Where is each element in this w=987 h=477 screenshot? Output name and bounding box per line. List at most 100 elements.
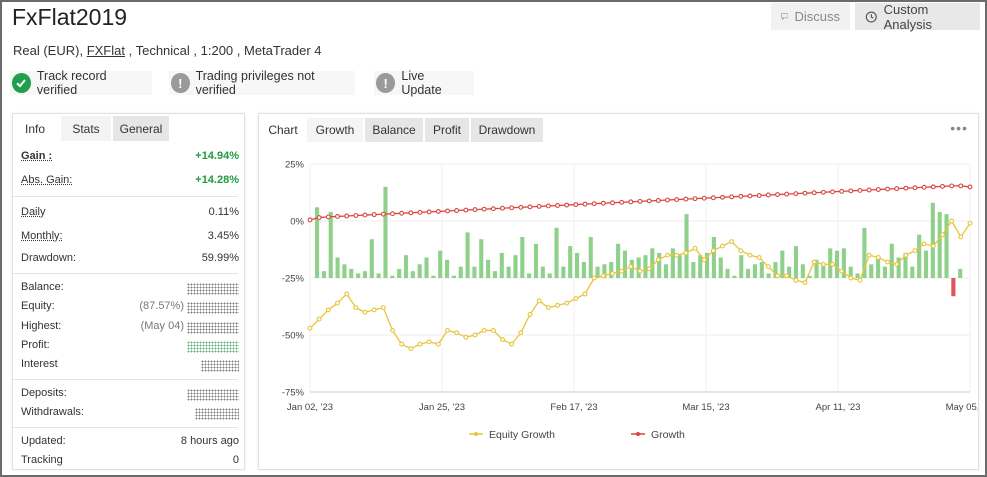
bar bbox=[568, 246, 573, 278]
equity-growth-point bbox=[481, 327, 487, 333]
growth-point bbox=[316, 215, 322, 221]
chart-bars bbox=[315, 186, 963, 297]
badge-label: Track record verified bbox=[36, 69, 107, 97]
updated-value: 8 hours ago bbox=[180, 435, 239, 447]
exclamation-icon: ! bbox=[171, 73, 190, 93]
bar bbox=[889, 243, 894, 278]
stats-panel: Info Stats General Gain : +14.94% Abs. G… bbox=[12, 113, 245, 470]
withdrawals-value-hidden bbox=[195, 408, 239, 420]
equity-growth-point bbox=[500, 337, 505, 343]
growth-point bbox=[701, 195, 707, 201]
profit-value-hidden bbox=[187, 341, 239, 353]
discuss-button[interactable]: Discuss bbox=[771, 3, 850, 30]
tab-stats[interactable]: Stats bbox=[61, 116, 111, 141]
monthly-label[interactable]: Monthly: bbox=[21, 230, 63, 242]
equity-growth-point bbox=[756, 255, 762, 260]
growth-point bbox=[857, 187, 863, 193]
bar bbox=[445, 259, 450, 278]
equity-growth-point bbox=[564, 300, 570, 306]
equity-growth-point bbox=[857, 277, 863, 283]
growth-point bbox=[582, 201, 588, 207]
badge-trading-privileges[interactable]: ! Trading privileges not verified bbox=[169, 69, 355, 97]
chart-lines bbox=[307, 183, 973, 352]
bar bbox=[609, 262, 614, 278]
equity-growth-point bbox=[545, 305, 551, 311]
bar bbox=[369, 239, 374, 278]
growth-point bbox=[903, 185, 909, 191]
gain-label[interactable]: Gain : bbox=[21, 150, 53, 162]
x-tick-label: Feb 17, '23 bbox=[550, 402, 597, 413]
growth-point bbox=[536, 203, 542, 209]
equity-growth-point bbox=[811, 259, 817, 265]
abs-gain-label[interactable]: Abs. Gain: bbox=[21, 174, 73, 186]
stat-profit: Profit: bbox=[21, 339, 239, 355]
growth-point bbox=[307, 217, 313, 223]
bar bbox=[492, 271, 497, 278]
tab-general[interactable]: General bbox=[113, 116, 169, 141]
broker-link[interactable]: FXFlat bbox=[86, 43, 125, 58]
discuss-label: Discuss bbox=[794, 9, 840, 24]
legend-equity-label[interactable]: Equity Growth bbox=[489, 429, 555, 441]
bar bbox=[321, 271, 326, 278]
stat-equity: Equity: (87.57%) bbox=[21, 300, 239, 316]
growth-point bbox=[545, 203, 551, 209]
badge-live-update[interactable]: ! Live Update bbox=[374, 69, 474, 97]
equity-growth-point bbox=[949, 218, 955, 224]
growth-point bbox=[399, 210, 405, 216]
bar bbox=[581, 262, 586, 278]
tab-growth[interactable]: Growth bbox=[307, 118, 363, 142]
stat-tracking: Tracking 0 bbox=[21, 454, 239, 469]
growth-point bbox=[811, 190, 817, 196]
bar bbox=[383, 186, 388, 278]
bar bbox=[315, 207, 320, 278]
stat-balance: Balance: bbox=[21, 281, 239, 297]
balance-value-hidden bbox=[187, 283, 239, 295]
stat-updated: Updated: 8 hours ago bbox=[21, 435, 239, 451]
growth-point bbox=[930, 184, 936, 190]
bar bbox=[451, 275, 456, 278]
growth-point bbox=[674, 197, 680, 203]
bar bbox=[684, 214, 689, 278]
equity-growth-point bbox=[417, 341, 423, 347]
equity-growth-point bbox=[509, 341, 515, 347]
bar bbox=[821, 264, 826, 278]
tab-chart[interactable]: Chart bbox=[261, 118, 305, 142]
growth-point bbox=[729, 194, 735, 200]
equity-growth-point bbox=[692, 245, 698, 251]
equity-growth-point bbox=[958, 234, 964, 240]
growth-point bbox=[958, 183, 964, 189]
check-icon bbox=[12, 73, 31, 93]
bar bbox=[800, 264, 805, 278]
monthly-value: 3.45% bbox=[207, 230, 239, 242]
x-tick-label: Jan 25, '23 bbox=[419, 402, 465, 413]
bar bbox=[465, 232, 470, 278]
badge-track-record[interactable]: Track record verified bbox=[10, 69, 152, 97]
growth-point bbox=[500, 205, 505, 211]
tab-info[interactable]: Info bbox=[15, 116, 55, 141]
stat-abs-gain: Abs. Gain: +14.28% bbox=[21, 174, 239, 190]
tab-profit[interactable]: Profit bbox=[425, 118, 469, 142]
bar bbox=[540, 266, 545, 278]
more-options-icon[interactable]: ••• bbox=[950, 120, 968, 136]
bar bbox=[951, 278, 956, 297]
equity-growth-point bbox=[472, 332, 478, 338]
legend-growth-label[interactable]: Growth bbox=[651, 429, 685, 441]
equity-growth-point bbox=[454, 330, 460, 336]
divider bbox=[13, 427, 238, 428]
bar bbox=[937, 211, 942, 278]
tab-balance[interactable]: Balance bbox=[365, 118, 423, 142]
equity-growth-line bbox=[309, 219, 971, 350]
tab-drawdown[interactable]: Drawdown bbox=[471, 118, 543, 142]
daily-label[interactable]: Daily bbox=[21, 206, 46, 218]
equity-growth-point bbox=[490, 327, 496, 333]
bar bbox=[602, 264, 607, 278]
x-axis-ticks: Jan 02, '23 Jan 25, '23 Feb 17, '23 Mar 15,… bbox=[287, 402, 978, 413]
equity-growth-point bbox=[747, 252, 753, 258]
bar bbox=[417, 264, 422, 278]
y-tick-label: -75% bbox=[282, 388, 305, 399]
growth-point bbox=[426, 209, 432, 215]
custom-analysis-button[interactable]: Custom Analysis bbox=[855, 2, 980, 32]
bar bbox=[554, 227, 559, 278]
equity-growth-point bbox=[518, 330, 524, 336]
growth-point bbox=[802, 190, 808, 196]
